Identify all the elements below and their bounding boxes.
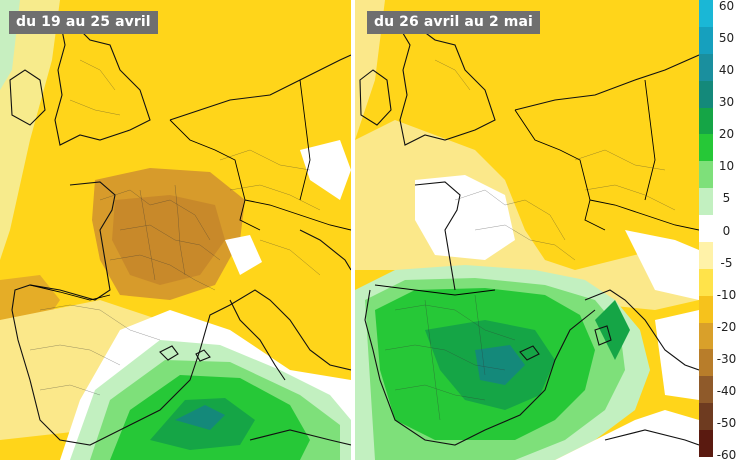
legend-color-band bbox=[699, 322, 713, 350]
panel-title-left: du 19 au 25 avril bbox=[9, 11, 158, 34]
legend-color-band bbox=[699, 134, 713, 162]
legend-color-band bbox=[699, 430, 713, 458]
legend-color-band bbox=[699, 80, 713, 109]
legend-tick-label: 5 bbox=[722, 191, 731, 206]
map-panel-left: du 19 au 25 avril bbox=[0, 0, 351, 460]
legend-tick-label: -20 bbox=[716, 319, 737, 334]
panel-divider bbox=[351, 0, 355, 460]
legend-color-band bbox=[699, 161, 713, 189]
legend-tick-label: 0 bbox=[722, 223, 731, 238]
legend-color-band bbox=[699, 295, 713, 324]
legend-tick-label: -30 bbox=[716, 351, 737, 366]
map-panel-right: du 26 avril au 2 mai bbox=[355, 0, 699, 460]
legend-tick-label: 10 bbox=[718, 159, 735, 174]
legend-tick-label: 20 bbox=[718, 127, 735, 142]
legend-tick-label: 30 bbox=[718, 95, 735, 110]
legend-color-band bbox=[699, 376, 713, 404]
legend-color-band bbox=[699, 107, 713, 135]
legend-color-band bbox=[699, 349, 713, 377]
legend-color-band bbox=[699, 26, 713, 55]
anomaly-map-left bbox=[0, 0, 351, 460]
legend-tick-label: 50 bbox=[718, 31, 735, 46]
legend-tick-label: -40 bbox=[716, 383, 737, 398]
color-scale-legend: 60 50 40 30 20 10 5 0 -5 -10 -20 -30 -40 -50 -60 bbox=[699, 0, 740, 462]
legend-tick-label: -50 bbox=[716, 415, 737, 430]
legend-color-band bbox=[699, 0, 713, 28]
legend-color-band bbox=[699, 268, 713, 297]
legend-color-band bbox=[699, 188, 713, 216]
legend-tick-label: 60 bbox=[718, 0, 735, 13]
panel-title-right: du 26 avril au 2 mai bbox=[367, 11, 540, 34]
anomaly-map-right bbox=[355, 0, 699, 460]
legend-tick-label: -5 bbox=[720, 255, 733, 270]
legend-color-band bbox=[699, 215, 713, 243]
legend-tick-label: 40 bbox=[718, 63, 735, 78]
legend-tick-label: -60 bbox=[716, 448, 737, 462]
legend-tick-label: -10 bbox=[716, 287, 737, 302]
legend-color-band bbox=[699, 53, 713, 82]
legend-color-band bbox=[699, 241, 713, 270]
legend-color-band bbox=[699, 403, 713, 431]
